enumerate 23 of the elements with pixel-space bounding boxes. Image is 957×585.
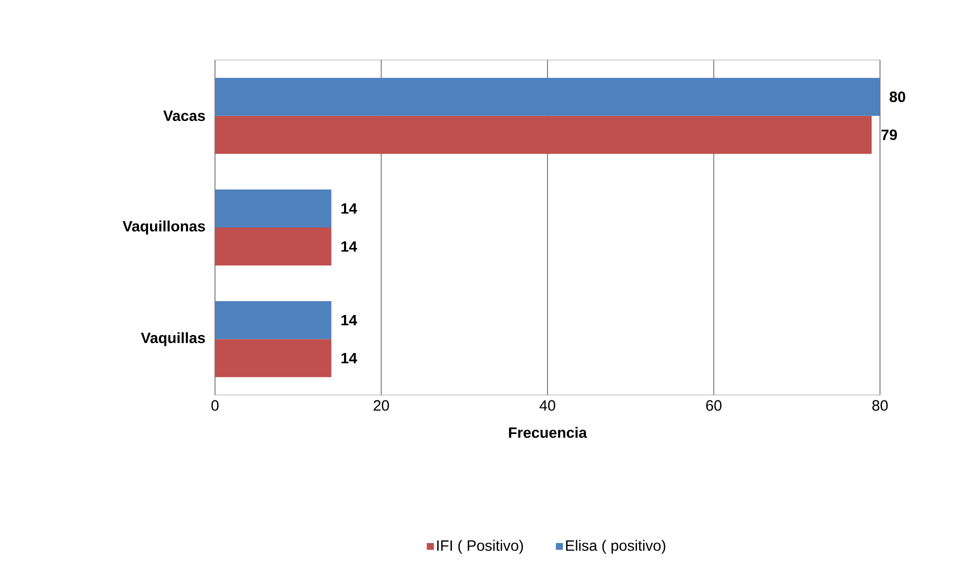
data-label: 14 [341, 241, 358, 252]
x-tick-label: 40 [540, 400, 556, 411]
data-label: 14 [341, 315, 358, 326]
x-tick-label: 20 [374, 400, 389, 411]
bar [215, 190, 332, 228]
bar [215, 78, 880, 116]
y-tick-label: Vacas [163, 110, 205, 122]
bar [215, 301, 332, 340]
legend-label: IFI ( Positivo) [437, 540, 523, 554]
legend-label: Elisa ( positivo) [566, 540, 666, 554]
bar [215, 339, 332, 378]
y-tick-label: Vaquillas [140, 332, 205, 346]
data-label: 79 [882, 130, 897, 140]
data-label: 14 [341, 203, 358, 214]
data-label: 14 [341, 353, 358, 364]
data-label: 80 [890, 92, 906, 102]
x-tick-label: 60 [706, 400, 722, 411]
y-tick-label: Vaquillonas [122, 220, 205, 234]
bar [215, 228, 332, 266]
x-tick-label: 0 [211, 400, 219, 411]
bar [215, 116, 872, 154]
x-tick-label: 80 [872, 400, 888, 411]
x-axis-title: Frecuencia [509, 426, 588, 438]
